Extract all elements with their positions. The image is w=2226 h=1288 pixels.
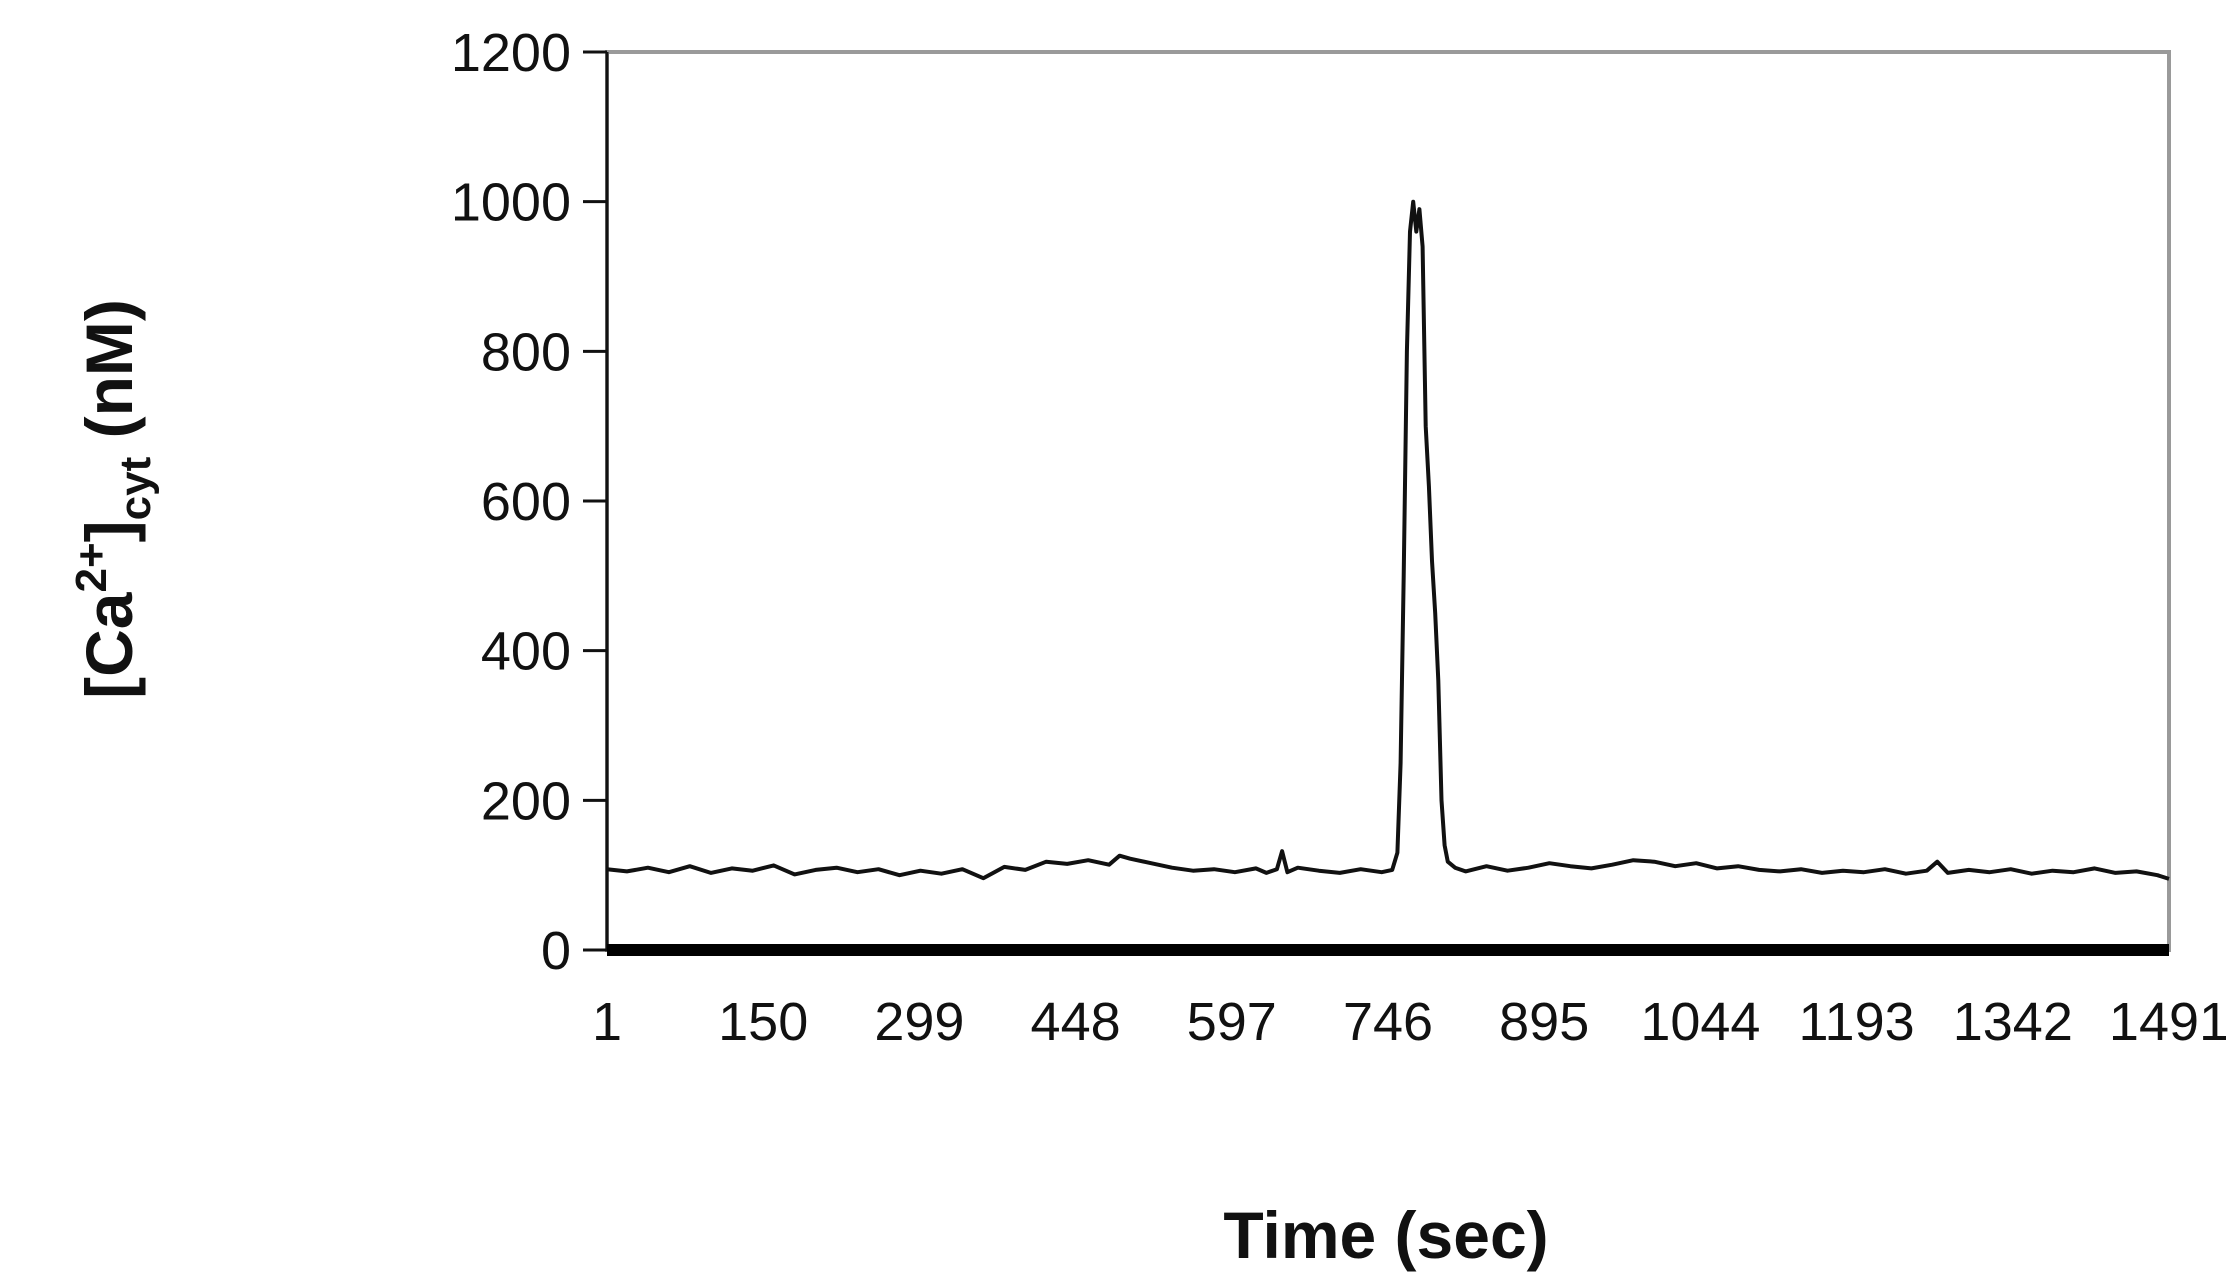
y-axis-title-base: [Ca bbox=[72, 591, 146, 699]
x-tick-label: 299 bbox=[874, 992, 964, 1052]
series-line-cytosolic-calcium bbox=[606, 199, 2170, 881]
x-tick-label: 1 bbox=[592, 992, 622, 1052]
y-tick-label: 1000 bbox=[451, 173, 571, 233]
y-tick-label: 800 bbox=[481, 322, 571, 382]
y-tick-group: 0 200 400 600 800 1000 1200 bbox=[451, 23, 607, 981]
x-tick-label: 1342 bbox=[1953, 992, 2073, 1052]
x-tick-label: 746 bbox=[1343, 992, 1433, 1052]
y-tick-label: 1200 bbox=[451, 23, 571, 83]
y-tick-label: 600 bbox=[481, 472, 571, 532]
x-tick-label: 448 bbox=[1031, 992, 1121, 1052]
y-axis-title-unit: (nM) bbox=[72, 299, 146, 457]
y-tick-label: 0 bbox=[541, 921, 571, 981]
y-axis-title: [Ca2+]cyt (nM) bbox=[67, 299, 160, 699]
plot-area-frame bbox=[605, 50, 2171, 952]
x-axis-title: Time (sec) bbox=[1223, 1198, 1548, 1272]
x-tick-label: 597 bbox=[1187, 992, 1277, 1052]
y-axis-title-subscript: cyt bbox=[111, 456, 160, 520]
x-tick-label: 1491 bbox=[2109, 992, 2226, 1052]
y-axis-title-bracket: ] bbox=[72, 520, 146, 542]
y-tick-label: 400 bbox=[481, 622, 571, 682]
y-tick-label: 200 bbox=[481, 771, 571, 831]
y-axis-title-superscript: 2+ bbox=[67, 542, 116, 592]
x-tick-label: 1044 bbox=[1640, 992, 1760, 1052]
x-tick-label: 150 bbox=[718, 992, 808, 1052]
x-tick-label: 895 bbox=[1499, 992, 1589, 1052]
x-tick-label: 1193 bbox=[1799, 992, 1915, 1052]
x-tick-group: 1 150 299 448 597 746 895 1044 1193 1342 1491 bbox=[592, 992, 2226, 1052]
